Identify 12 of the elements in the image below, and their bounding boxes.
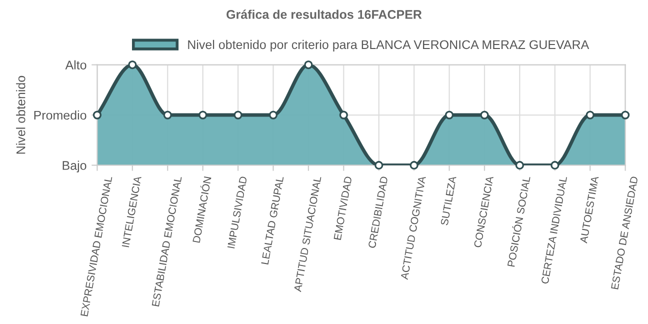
x-tick-label: ACTITUD COGNITIVA [400,176,426,280]
category-label: Alto [65,60,86,70]
category-label: Bajo [62,160,86,172]
category-label: Promedio [34,110,86,120]
legend-label: Nivel obtenido por criterio para BLANCA VERONICA MERAZ GUEVARA [188,40,590,52]
x-tick-label: ESTADO DE ANSIEDAD [610,176,638,290]
x-tick-label: SUTILEZA [440,176,456,226]
chart-title: Gráfica de resultados 16FACPER [226,10,422,19]
x-tick-label: CERTEZA INDIVIDUAL [541,176,568,284]
x-tick-label: POSICIÓN SOCIAL [506,176,530,267]
y-axis-title: Nivel obtenido [16,76,26,154]
x-tick-label: LEALTAD GRUPAL [261,176,284,265]
